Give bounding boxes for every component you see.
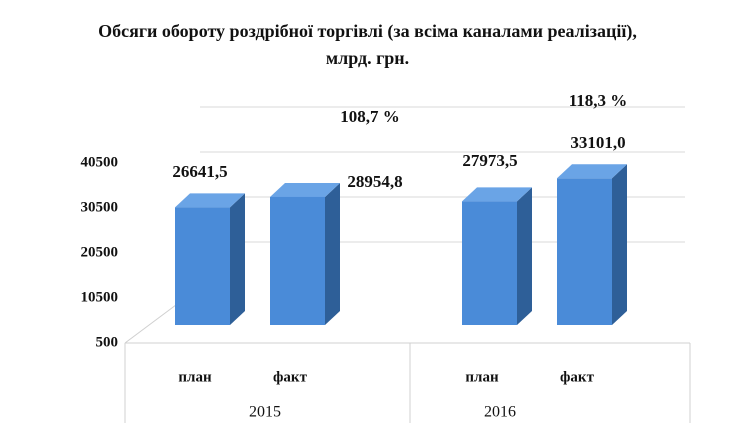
data-label: 28954,8	[347, 172, 402, 191]
bar-top	[557, 164, 627, 179]
bar	[462, 201, 517, 325]
y-tick-label: 40500	[81, 154, 119, 170]
y-tick-label: 10500	[81, 289, 119, 305]
bar-top	[270, 182, 340, 197]
data-label: 26641,5	[172, 162, 227, 181]
bar-side	[325, 182, 340, 325]
y-tick-label: 500	[96, 334, 119, 350]
group-label: 2016	[484, 404, 516, 421]
data-label: 27973,5	[462, 151, 517, 170]
y-tick-label: 30500	[81, 199, 119, 215]
bar-side	[517, 187, 532, 325]
bar	[557, 178, 612, 325]
bar-top	[175, 193, 245, 208]
x-tick-label: факт	[273, 369, 308, 385]
bar	[270, 196, 325, 325]
x-tick-label: план	[465, 369, 499, 385]
y-tick-label: 20500	[81, 244, 119, 260]
annotation: 118,3 %	[569, 91, 628, 110]
bar	[175, 207, 230, 325]
x-tick-label: план	[178, 369, 212, 385]
bar-top	[462, 187, 532, 202]
group-label: 2015	[249, 404, 281, 421]
data-label: 33101,0	[570, 133, 625, 152]
x-tick-label: факт	[560, 369, 595, 385]
chart-title: Обсяги обороту роздрібної торгівлі (за в…	[98, 21, 637, 68]
bar-side	[230, 193, 245, 325]
bar-side	[612, 164, 627, 325]
annotation: 108,7 %	[340, 107, 400, 126]
